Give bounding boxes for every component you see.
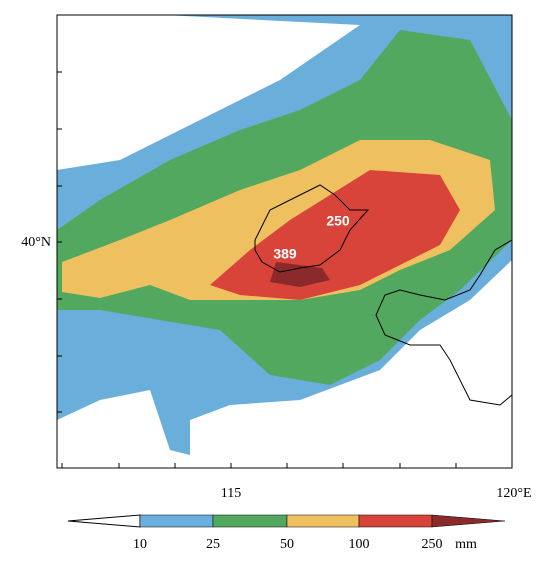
boundary [254,184,370,273]
colorbar-label: 100 [349,537,370,552]
colorbar-label: 25 [206,537,220,552]
annotation: 250 [326,213,350,229]
coastline [375,239,513,406]
colorbar-box [212,514,288,528]
colorbar-min [67,514,141,528]
colorbar-label: 250 [422,537,443,552]
colorbar-label: 50 [280,537,294,552]
lon-label: 115 [221,486,241,501]
ticks [57,71,457,468]
colorbar-box [139,514,214,528]
colorbar-label: 10 [133,537,147,552]
lat-label: 40°N [21,235,51,250]
map: 250 389 40°N 115 120°E [21,14,532,501]
lon-label: 120°E [496,486,531,501]
colorbar-unit: mm [455,537,477,552]
rain-250 [270,262,330,287]
annotation: 389 [273,246,297,262]
colorbar: 10 25 50 100 250 mm [67,514,506,552]
colorbar-max [431,514,506,528]
colorbar-box [358,514,433,528]
colorbar-box [286,514,360,528]
